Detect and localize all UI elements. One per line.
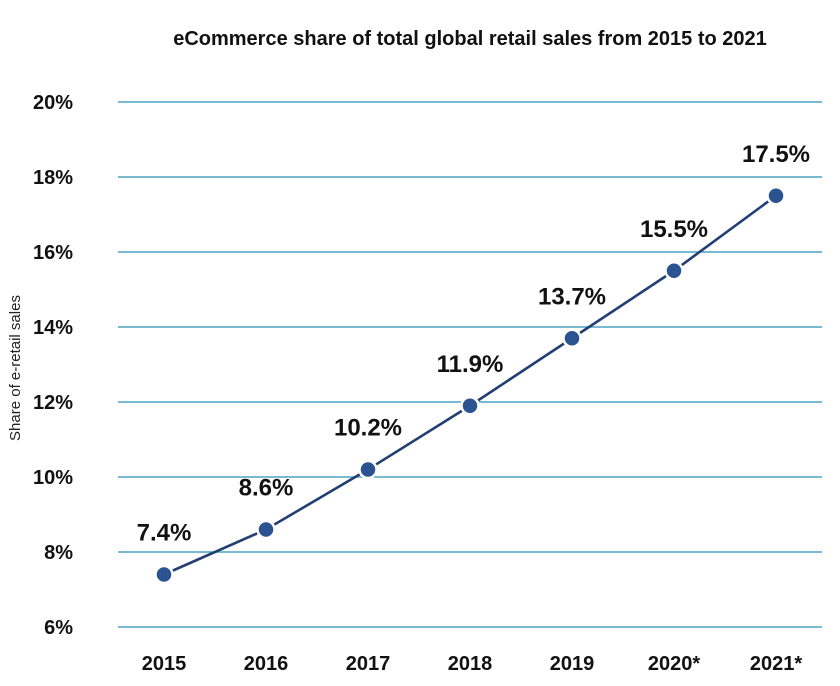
data-point xyxy=(562,328,582,348)
series xyxy=(154,186,786,585)
x-axis-ticks: 2015 2016 2017 2018 2019 2020* 2021* xyxy=(142,653,803,675)
data-point xyxy=(358,459,378,480)
y-tick-label: 20% xyxy=(33,92,73,114)
y-axis-label: Share of e-retail sales xyxy=(7,295,24,441)
x-tick-label: 2015 xyxy=(142,653,187,675)
y-tick-label: 10% xyxy=(33,467,73,489)
data-point xyxy=(766,186,786,206)
data-label: 7.4% xyxy=(137,520,192,547)
y-tick-label: 6% xyxy=(44,617,73,639)
x-tick-label: 2016 xyxy=(244,653,289,675)
data-label: 17.5% xyxy=(742,141,810,168)
x-tick-label: 2020* xyxy=(648,653,700,675)
y-tick-label: 16% xyxy=(33,242,73,264)
data-point xyxy=(664,261,684,281)
y-tick-label: 18% xyxy=(33,167,73,189)
x-tick-label: 2019 xyxy=(550,653,595,675)
y-tick-label: 14% xyxy=(33,317,73,339)
data-label: 10.2% xyxy=(334,415,402,442)
data-label: 8.6% xyxy=(239,475,294,502)
data-label: 13.7% xyxy=(538,283,606,310)
x-tick-label: 2018 xyxy=(448,653,493,675)
gridlines xyxy=(118,101,822,628)
y-tick-label: 12% xyxy=(33,392,73,414)
chart-title: eCommerce share of total global retail s… xyxy=(173,28,767,50)
x-tick-label: 2021* xyxy=(750,653,802,675)
data-point xyxy=(256,519,276,540)
data-point xyxy=(460,396,480,416)
data-labels: 7.4% 8.6% 10.2% 11.9% 13.7% 15.5% 17.5% xyxy=(137,141,810,547)
y-tick-label: 8% xyxy=(44,542,73,564)
data-point xyxy=(154,564,174,585)
x-tick-label: 2017 xyxy=(346,653,391,675)
y-axis-ticks: 6% 8% 10% 12% 14% 16% 18% 20% xyxy=(33,92,73,639)
data-label: 15.5% xyxy=(640,216,708,243)
data-label: 11.9% xyxy=(437,351,504,378)
